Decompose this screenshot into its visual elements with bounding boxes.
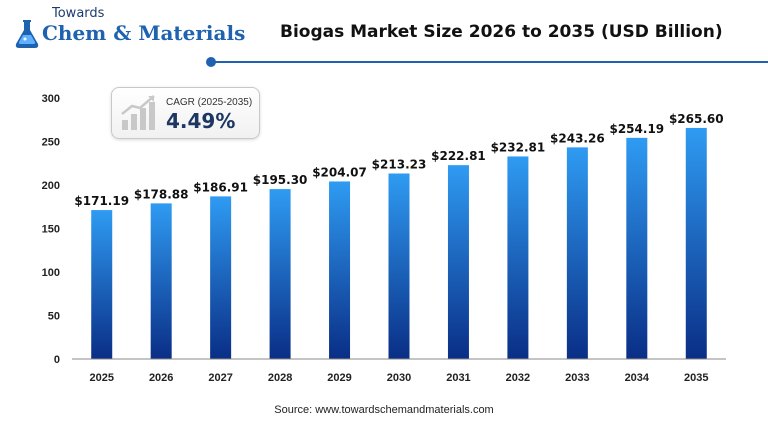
bar-2034 <box>626 137 648 359</box>
x-tick-label-2025: 2025 <box>89 372 113 384</box>
title-divider <box>214 61 768 63</box>
bar-2032 <box>507 156 529 359</box>
data-label-2030: $213.23 <box>372 157 427 171</box>
bar-2035 <box>685 127 707 359</box>
y-tick-label: 250 <box>42 137 60 149</box>
y-tick-label: 0 <box>54 354 60 366</box>
x-tick-label-2033: 2033 <box>565 372 589 384</box>
x-tick-label-2034: 2034 <box>625 372 650 384</box>
data-label-2028: $195.30 <box>253 173 308 187</box>
data-label-2027: $186.91 <box>193 180 248 194</box>
cagr-value: 4.49% <box>166 109 236 133</box>
x-tick-label-2029: 2029 <box>327 372 351 384</box>
x-tick-label-2035: 2035 <box>684 372 708 384</box>
data-label-2032: $232.81 <box>491 140 546 154</box>
brand-top-text: Towards <box>52 6 105 21</box>
data-label-2031: $222.81 <box>431 149 486 163</box>
bar-2027 <box>210 196 232 359</box>
y-tick-label: 100 <box>42 267 60 279</box>
x-tick-label-2027: 2027 <box>208 372 232 384</box>
x-tick-label-2028: 2028 <box>268 372 292 384</box>
bar-2025 <box>91 210 113 359</box>
data-label-2034: $254.19 <box>609 122 664 136</box>
data-label-2025: $171.19 <box>74 194 129 208</box>
cagr-label: CAGR (2025-2035) <box>166 97 253 108</box>
x-tick-label-2030: 2030 <box>387 372 411 384</box>
growth-chart-icon <box>121 95 155 130</box>
brand-main-text: Chem & Materials <box>42 21 246 45</box>
y-tick-label: 200 <box>42 180 60 192</box>
bar-2031 <box>447 165 469 359</box>
brand-logo: Towards Chem & Materials <box>10 4 245 56</box>
cagr-card: CAGR (2025-2035) 4.49% <box>111 87 260 139</box>
bar-2030 <box>388 173 410 359</box>
x-tick-label-2031: 2031 <box>446 372 470 384</box>
y-tick-label: 150 <box>42 224 60 236</box>
chart-title: Biogas Market Size 2026 to 2035 (USD Bil… <box>280 22 723 42</box>
x-tick-label-2026: 2026 <box>149 372 173 384</box>
data-label-2033: $243.26 <box>550 131 605 145</box>
data-label-2029: $204.07 <box>312 165 367 179</box>
y-tick-label: 300 <box>42 93 60 105</box>
flask-icon <box>15 20 39 48</box>
bar-2029 <box>329 181 351 359</box>
divider-dot <box>206 57 216 67</box>
data-label-2035: $265.60 <box>669 112 724 126</box>
data-label-2026: $178.88 <box>134 187 189 201</box>
y-tick-label: 50 <box>48 311 60 323</box>
bar-2026 <box>150 203 172 359</box>
source-note: Source: www.towardschemandmaterials.com <box>274 404 494 416</box>
bar-2028 <box>269 189 291 359</box>
bar-2033 <box>566 147 588 359</box>
x-tick-label-2032: 2032 <box>506 372 530 384</box>
